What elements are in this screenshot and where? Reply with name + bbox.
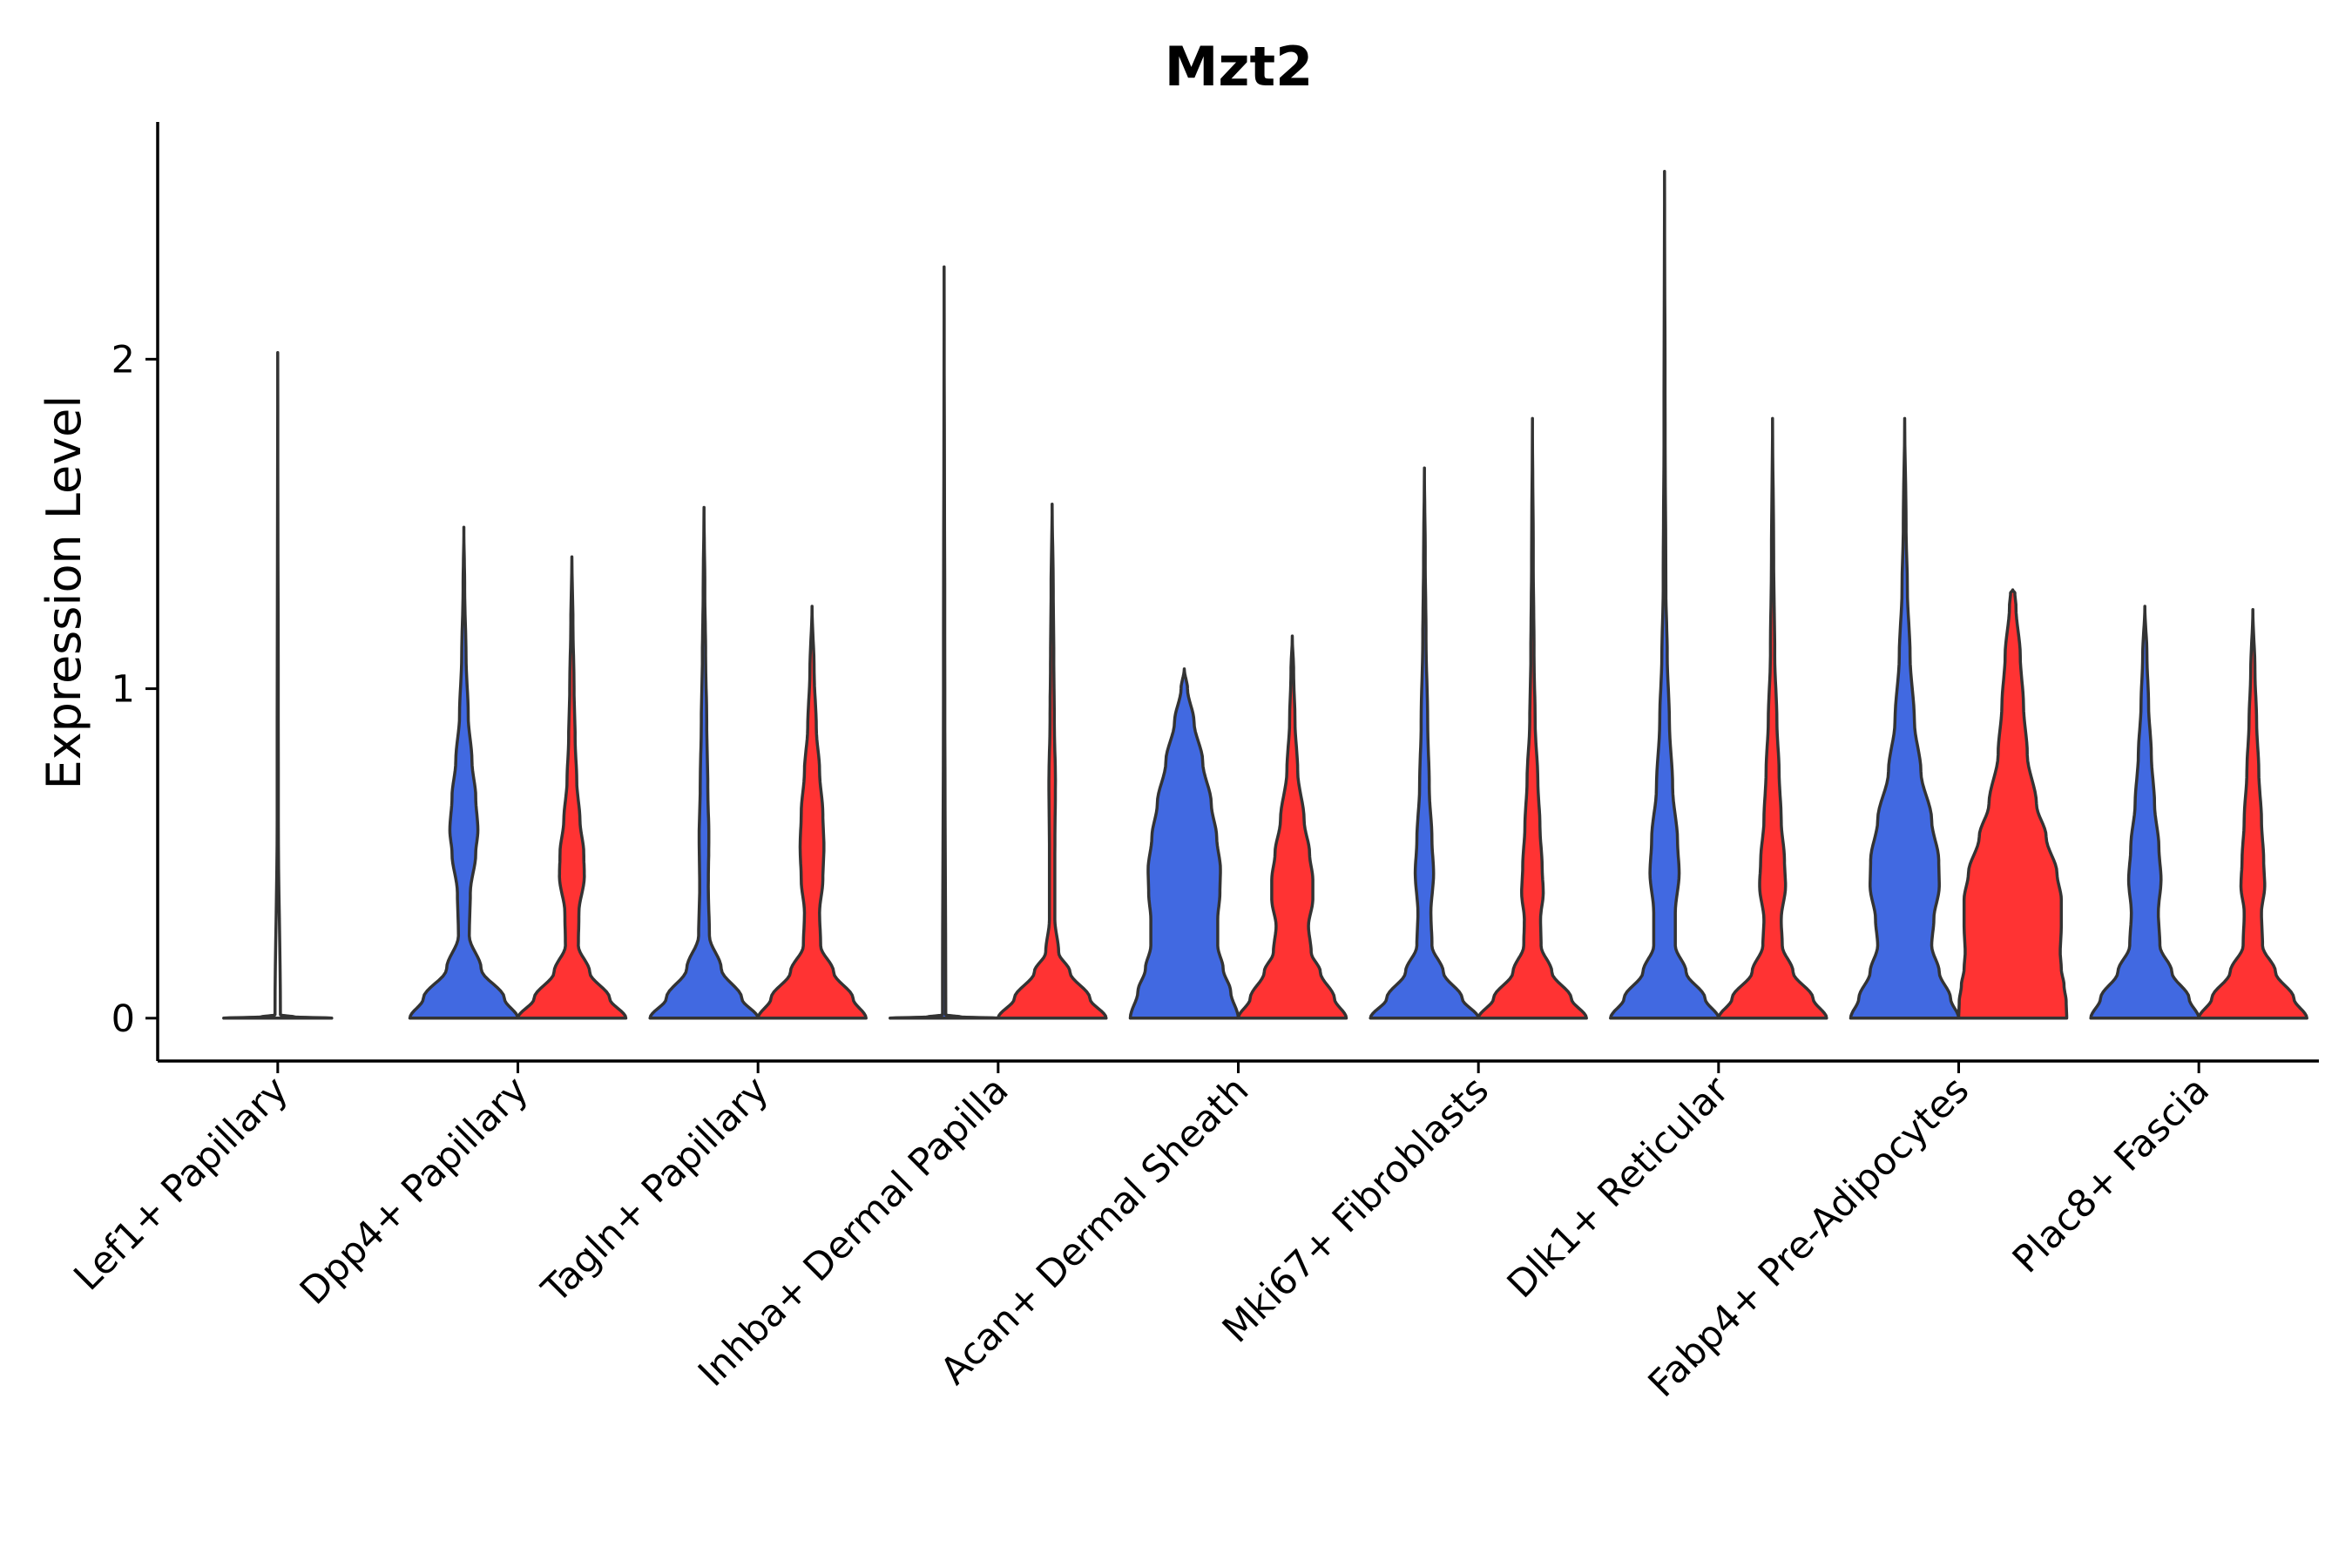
violin-7-group-2 — [1717, 416, 1828, 1020]
y-tick-label-2: 2 — [112, 338, 135, 382]
x-tick-label-1: Lef1+ Papillary — [66, 1068, 297, 1299]
x-tick-label-3: Tagln+ Papillary — [533, 1068, 777, 1312]
y-tick-label-0: 0 — [112, 997, 135, 1041]
violin-7-group-1 — [1609, 169, 1720, 1020]
violin-6-group-2 — [1477, 416, 1588, 1020]
y-tick-label-1: 1 — [112, 668, 135, 712]
y-axis-label: Expression Level — [37, 395, 91, 790]
violins-layer — [222, 169, 2308, 1020]
violin-9-group-2 — [2197, 608, 2308, 1020]
violin-8-group-1 — [1848, 416, 1961, 1020]
violin-4-group-2 — [997, 503, 1108, 1020]
violin-5-group-2 — [1236, 634, 1348, 1020]
x-tick-label-6: Mki67+ Fibroblasts — [1214, 1068, 1497, 1351]
x-tick-label-2: Dpp4+ Papillary — [292, 1068, 537, 1313]
violin-3-group-2 — [756, 605, 868, 1020]
chart-title: Mzt2 — [1165, 35, 1314, 98]
violin-3-group-1 — [648, 505, 760, 1020]
violin-4-group-1 — [889, 265, 1000, 1020]
x-tick-label-7: Dlk1+ Reticular — [1499, 1068, 1738, 1307]
violin-2-group-1 — [408, 525, 520, 1020]
violin-1-group-1 — [222, 351, 334, 1020]
x-tick-label-9: Plac8+ Fascia — [2004, 1068, 2218, 1281]
violin-8-group-2 — [1957, 588, 2069, 1020]
violin-5-group-1 — [1128, 667, 1240, 1020]
violin-9-group-1 — [2089, 605, 2200, 1020]
violin-6-group-1 — [1369, 466, 1480, 1020]
violin-2-group-2 — [516, 555, 628, 1020]
